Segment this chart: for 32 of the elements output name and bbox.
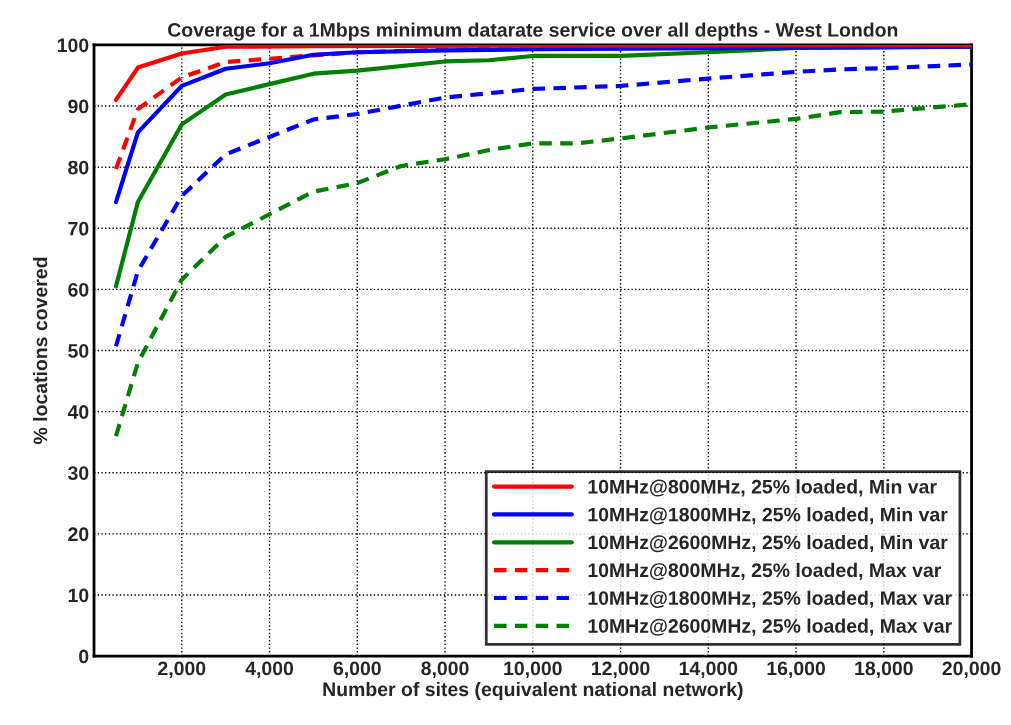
x-tick-label: 4,000 [245,661,294,679]
line-series [113,62,972,349]
y-tick-label: 20 [68,527,89,542]
y-tick-label: 0 [79,649,89,664]
y-axis-title: % locations covered [33,257,48,445]
y-tick-label: 30 [67,466,89,481]
line-series [113,44,972,205]
x-tick-label: 16,000 [767,661,825,679]
x-tick-label: 20,000 [942,661,1001,679]
y-tick-label: 10 [68,588,89,603]
chart-title: Coverage for a 1Mbps minimum datarate service over all depths - West London [168,22,898,41]
y-tick-label: 90 [68,99,89,114]
x-tick-label: 8,000 [421,661,469,679]
legend-label: 10MHz@1800MHz, 25% loaded, Min var [588,507,948,525]
x-tick-label: 18,000 [855,661,913,679]
y-tick-label: 50 [68,344,89,358]
x-tick-label: 12,000 [592,661,650,679]
x-axis-title: Number of sites (equivalent national network) [323,681,743,701]
y-tick-label: 60 [68,282,89,297]
legend-label: 10MHz@1800MHz, 25% loaded, Max var [588,590,952,608]
x-tick-label: 14,000 [679,661,738,679]
legend-label: 10MHz@800MHz, 25% loaded, Min var [588,479,937,497]
x-tick-label: 10,000 [504,661,562,679]
y-tick-label: 70 [68,221,89,236]
y-tick-label: 100 [57,38,89,53]
legend-label: 10MHz@2600MHz, 25% loaded, Min var [588,535,948,553]
y-tick-label: 80 [68,160,89,175]
y-tick-label: 40 [67,405,89,419]
x-tick-label: 2,000 [158,661,206,679]
legend-label: 10MHz@800MHz, 25% loaded, Max var [588,562,942,581]
legend-label: 10MHz@2600MHz, 25% loaded, Max var [588,618,952,636]
x-tick-label: 6,000 [333,661,381,679]
